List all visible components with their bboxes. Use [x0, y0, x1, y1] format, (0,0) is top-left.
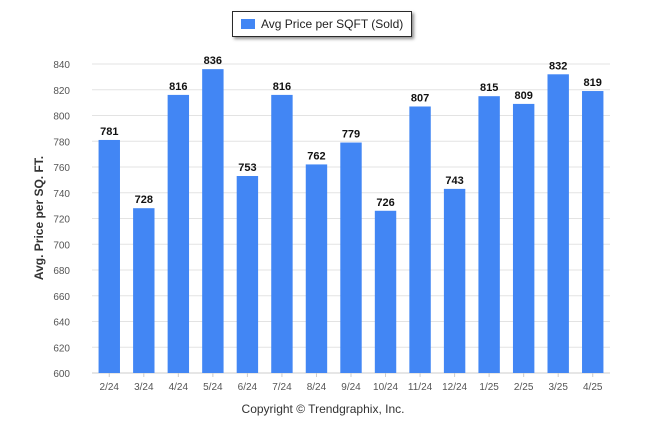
- x-tick-label: 10/24: [373, 382, 398, 393]
- y-tick-label: 640: [53, 318, 70, 329]
- legend-label: Avg Price per SQFT (Sold): [261, 17, 404, 31]
- x-axis: 2/24 3/24 4/24 5/24 6/24 7/24 8/24 9/24 10/24 11/…: [100, 373, 603, 393]
- x-tick-label: 9/24: [341, 382, 361, 393]
- x-tick-label: 11/24: [408, 382, 433, 393]
- bar: [167, 94, 190, 374]
- data-label: 743: [445, 175, 463, 187]
- bar: [547, 74, 569, 374]
- y-tick-label: 720: [53, 215, 70, 226]
- y-axis-label: Avg. Price per SQ. FT.: [32, 156, 46, 280]
- bar: [478, 96, 500, 373]
- x-tick-label: 4/25: [583, 382, 603, 393]
- y-axis: 600 620 640 660 680 700 720 740 760 780 800 820 840: [53, 60, 70, 380]
- bar: [133, 208, 155, 373]
- x-tick-label: 8/24: [307, 382, 327, 393]
- bar: [409, 106, 431, 374]
- bar: [236, 176, 259, 373]
- x-tick-label: 3/24: [134, 382, 154, 393]
- data-label: 809: [514, 90, 532, 102]
- bar: [271, 94, 293, 374]
- bar: [98, 139, 120, 373]
- x-tick-label: 4/24: [169, 382, 189, 393]
- bar: [374, 210, 397, 373]
- data-label: 726: [376, 197, 394, 209]
- y-tick-label: 840: [53, 60, 70, 71]
- data-label: 832: [549, 60, 567, 72]
- y-tick-label: 820: [53, 86, 70, 97]
- bar: [202, 69, 224, 374]
- y-tick-label: 680: [53, 266, 70, 277]
- x-tick-label: 3/25: [548, 382, 568, 393]
- data-labels: 781 728 816 836 753 816 762 779 726 807 743 815 809 8…: [100, 55, 602, 209]
- data-label: 815: [480, 82, 498, 94]
- data-label: 836: [204, 55, 222, 67]
- legend-swatch: [241, 19, 255, 29]
- y-tick-label: 700: [53, 240, 70, 251]
- x-tick-label: 6/24: [238, 382, 258, 393]
- x-tick-label: 5/24: [203, 382, 223, 393]
- y-tick-label: 740: [53, 189, 70, 200]
- y-tick-label: 800: [53, 112, 70, 123]
- x-tick-label: 7/24: [272, 382, 292, 393]
- y-tick-label: 760: [53, 163, 70, 174]
- bar: [582, 91, 604, 373]
- x-tick-label: 2/24: [100, 382, 120, 393]
- data-label: 816: [273, 81, 291, 93]
- bar: [512, 103, 535, 373]
- y-tick-label: 600: [53, 369, 70, 380]
- copyright-footer: Copyright © Trendgraphix, Inc.: [241, 402, 405, 416]
- data-label: 779: [342, 129, 360, 141]
- bar: [443, 188, 466, 373]
- data-label: 807: [411, 92, 429, 104]
- data-label: 762: [307, 150, 325, 162]
- y-tick-label: 780: [53, 137, 70, 148]
- y-tick-label: 660: [53, 292, 70, 303]
- x-tick-label: 2/25: [514, 382, 534, 393]
- legend: Avg Price per SQFT (Sold): [232, 11, 412, 37]
- data-label: 781: [100, 126, 118, 138]
- bar: [340, 142, 362, 373]
- data-label: 819: [584, 77, 602, 89]
- x-tick-label: 1/25: [479, 382, 499, 393]
- data-label: 753: [238, 162, 256, 174]
- x-tick-label: 12/24: [442, 382, 467, 393]
- data-label: 816: [169, 81, 187, 93]
- bar: [305, 164, 328, 373]
- bars: [98, 69, 604, 374]
- y-tick-label: 620: [53, 343, 70, 354]
- data-label: 728: [135, 194, 153, 206]
